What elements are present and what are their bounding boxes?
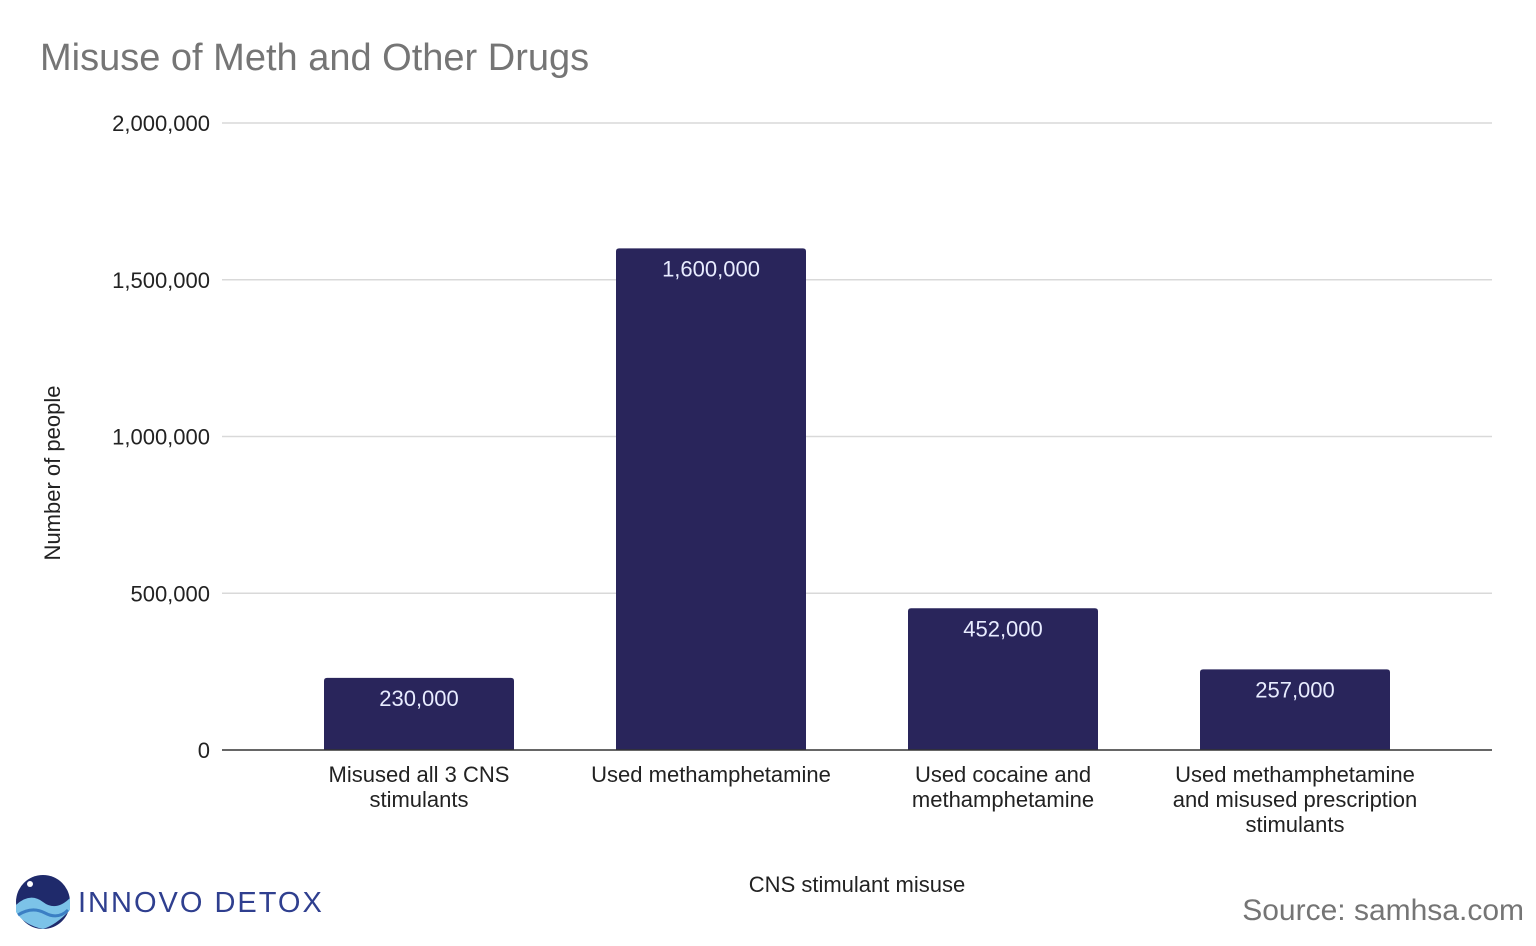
x-tick-label: Used methamphetamine bbox=[591, 762, 831, 787]
x-tick-label: methamphetamine bbox=[912, 787, 1094, 812]
bar-data-label: 1,600,000 bbox=[662, 256, 760, 281]
y-tick-label: 1,000,000 bbox=[112, 425, 210, 450]
x-tick-label: Used methamphetamine bbox=[1175, 762, 1415, 787]
y-tick-label: 1,500,000 bbox=[112, 268, 210, 293]
y-tick-label: 2,000,000 bbox=[112, 111, 210, 136]
bar-data-label: 452,000 bbox=[963, 616, 1043, 641]
x-tick-label: Misused all 3 CNS bbox=[329, 762, 510, 787]
x-tick-label: and misused prescription bbox=[1173, 787, 1418, 812]
x-tick-label: stimulants bbox=[369, 787, 468, 812]
source-text: Source: samhsa.com bbox=[1242, 894, 1524, 927]
logo-text: INNOVO DETOX bbox=[78, 887, 324, 919]
bar bbox=[324, 677, 514, 750]
chart-title: Misuse of Meth and Other Drugs bbox=[40, 37, 589, 79]
bar-data-label: 257,000 bbox=[1255, 677, 1335, 702]
y-tick-label: 500,000 bbox=[130, 581, 210, 606]
y-tick-label: 0 bbox=[198, 738, 210, 763]
bar bbox=[1200, 669, 1390, 750]
x-axis-label: CNS stimulant misuse bbox=[749, 872, 965, 897]
bar bbox=[616, 248, 806, 750]
x-tick-label: stimulants bbox=[1245, 812, 1344, 837]
y-axis-label: Number of people bbox=[40, 386, 65, 561]
innovo-detox-logo: INNOVO DETOX bbox=[16, 875, 324, 929]
bar-data-label: 230,000 bbox=[379, 686, 459, 711]
bar bbox=[908, 608, 1098, 750]
x-tick-label: Used cocaine and bbox=[915, 762, 1091, 787]
